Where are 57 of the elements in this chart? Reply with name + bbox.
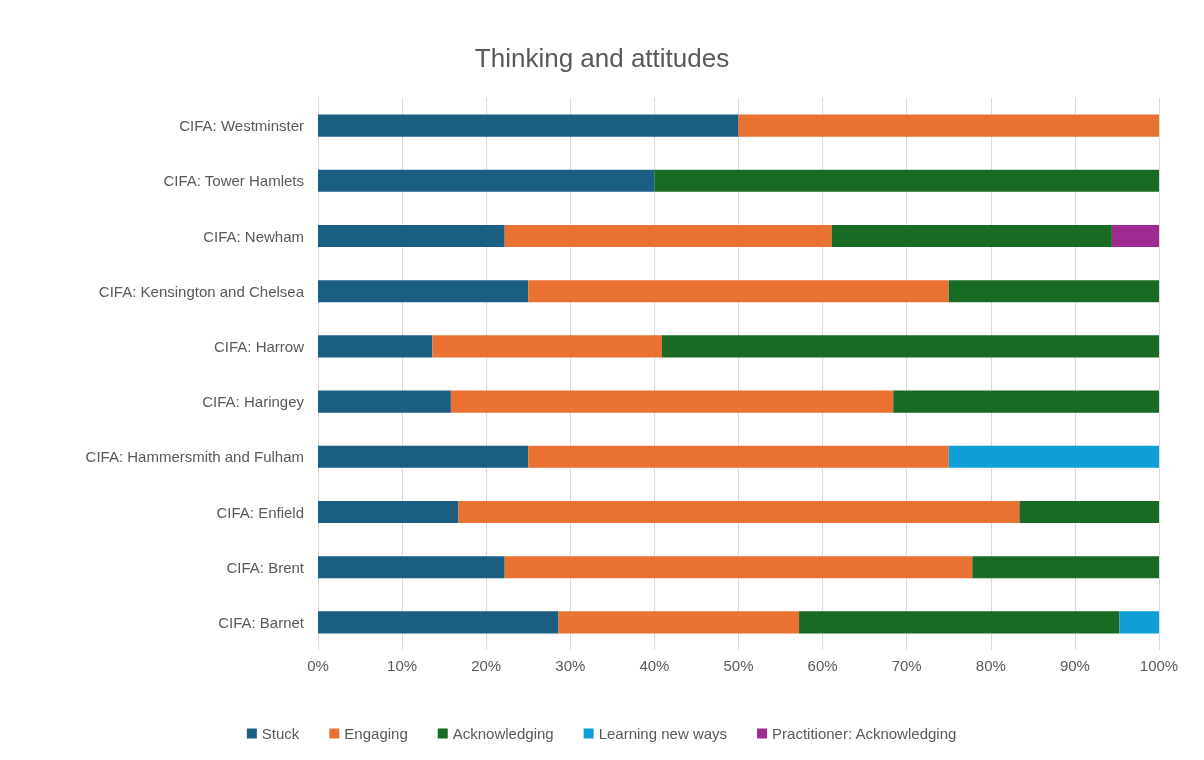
x-tick-label: 60% (807, 657, 838, 674)
y-tick-label: CIFA: Newham (203, 227, 304, 245)
legend-label: Learning new ways (598, 725, 728, 742)
bar (1019, 500, 1159, 524)
x-tick-label: 40% (639, 657, 670, 674)
bar (528, 280, 949, 303)
chart-title: Thinking and attitudes (474, 43, 730, 73)
x-tick-label: 50% (723, 657, 754, 674)
bar (972, 556, 1159, 579)
bar (450, 390, 894, 413)
x-tick-label: 70% (891, 657, 922, 674)
bar (504, 556, 973, 579)
y-tick-label: CIFA: Harrow (213, 337, 305, 355)
x-tick-label: 80% (975, 657, 1006, 674)
legend-label: Practitioner: Acknowledging (772, 725, 957, 742)
bar (948, 445, 1159, 468)
x-tick-label: 100% (1139, 657, 1179, 674)
bar (318, 611, 559, 634)
bar (318, 500, 459, 524)
bar (458, 500, 1020, 524)
legend-label: Stuck (261, 725, 300, 742)
bar (318, 224, 505, 248)
y-tick-label: CIFA: Hammersmith and Fulham (85, 448, 304, 466)
legend-label: Acknowledging (452, 725, 554, 742)
y-tick-label: CIFA: Kensington and Chelsea (98, 282, 305, 300)
bar (738, 114, 1159, 137)
bar (528, 445, 949, 468)
bar (318, 335, 433, 358)
bar (318, 556, 505, 579)
y-tick-label: CIFA: Enfield (216, 503, 304, 521)
x-tick-label: 90% (1059, 657, 1090, 674)
bar (318, 280, 529, 303)
bar (318, 390, 451, 413)
y-tick-label: CIFA: Haringey (202, 393, 305, 411)
bar (1111, 224, 1159, 248)
bar (799, 611, 1120, 634)
bar (654, 169, 1159, 192)
y-tick-label: CIFA: Brent (226, 558, 305, 576)
bar (831, 224, 1112, 248)
bar (661, 335, 1159, 358)
x-tick-label: 30% (555, 657, 586, 674)
bar (318, 114, 739, 137)
x-tick-label: 10% (387, 657, 418, 674)
bar (1119, 611, 1159, 634)
bar (432, 335, 662, 358)
x-tick-label: 0% (307, 657, 329, 674)
bar (318, 169, 655, 192)
y-tick-label: CIFA: Westminster (179, 117, 304, 135)
bar (948, 280, 1159, 303)
x-tick-label: 20% (471, 657, 502, 674)
bar (558, 611, 800, 634)
bar (504, 224, 832, 248)
y-tick-label: CIFA: Barnet (218, 613, 305, 631)
legend-label: Engaging (344, 725, 408, 742)
bar (318, 445, 529, 468)
y-tick-label: CIFA: Tower Hamlets (163, 172, 304, 190)
bar (893, 390, 1159, 413)
